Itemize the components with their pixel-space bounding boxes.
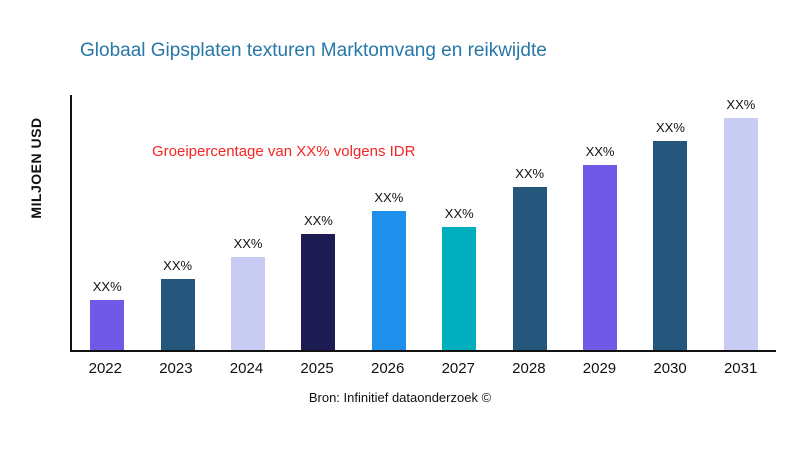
bar-value-label: XX% bbox=[444, 206, 474, 221]
bar-slot-2023: XX% bbox=[142, 95, 212, 350]
bar-slot-2022: XX% bbox=[72, 95, 142, 350]
x-tick-2029: 2029 bbox=[582, 360, 617, 377]
bar-slot-2025: XX% bbox=[283, 95, 353, 350]
bar-2024 bbox=[231, 257, 266, 350]
bar-2025 bbox=[301, 234, 336, 350]
bar-value-label: XX% bbox=[515, 166, 545, 181]
bar-2022 bbox=[90, 300, 125, 350]
bar-2027 bbox=[442, 227, 477, 350]
growth-annotation: Groeipercentage van XX% volgens IDR bbox=[152, 143, 416, 160]
bar-slot-2031: XX% bbox=[706, 95, 776, 350]
x-axis-ticks: 2022 2023 2024 2025 2026 2027 2028 2029 2030 2031 bbox=[70, 360, 776, 377]
bar-2031 bbox=[723, 118, 758, 350]
bar-value-label: XX% bbox=[163, 258, 193, 273]
bar-slot-2027: XX% bbox=[424, 95, 494, 350]
bar-2026 bbox=[371, 211, 406, 350]
bar-slot-2030: XX% bbox=[635, 95, 705, 350]
bar-series: XX% XX% XX% XX% XX% XX% XX% XX% XX% XX% bbox=[72, 95, 776, 350]
bar-2030 bbox=[653, 141, 688, 350]
bar-value-label: XX% bbox=[233, 236, 263, 251]
bar-slot-2029: XX% bbox=[565, 95, 635, 350]
x-tick-2024: 2024 bbox=[229, 360, 264, 377]
bar-slot-2026: XX% bbox=[354, 95, 424, 350]
bar-slot-2024: XX% bbox=[213, 95, 283, 350]
bar-value-label: XX% bbox=[92, 279, 122, 294]
x-tick-2023: 2023 bbox=[159, 360, 193, 377]
chart-title: Globaal Gipsplaten texturen Marktomvang … bbox=[80, 40, 547, 61]
x-tick-2026: 2026 bbox=[370, 360, 405, 377]
bar-value-label: XX% bbox=[726, 97, 756, 112]
bar-slot-2028: XX% bbox=[494, 95, 564, 350]
bar-2023 bbox=[160, 279, 195, 350]
bar-2028 bbox=[512, 187, 547, 350]
x-tick-2031: 2031 bbox=[723, 360, 758, 377]
x-tick-2028: 2028 bbox=[512, 360, 546, 377]
x-tick-2022: 2022 bbox=[88, 360, 122, 377]
plot-area: XX% XX% XX% XX% XX% XX% XX% XX% XX% XX% Groeiperc… bbox=[70, 95, 776, 352]
x-tick-2027: 2027 bbox=[441, 360, 475, 377]
y-axis-label: MILJOEN USD bbox=[28, 117, 44, 219]
bar-value-label: XX% bbox=[374, 190, 404, 205]
bar-value-label: XX% bbox=[303, 213, 333, 228]
bar-value-label: XX% bbox=[656, 120, 685, 135]
bar-2029 bbox=[583, 165, 618, 350]
bar-value-label: XX% bbox=[585, 144, 615, 159]
x-tick-2025: 2025 bbox=[300, 360, 334, 377]
source-caption: Bron: Infinitief dataonderzoek © bbox=[308, 390, 492, 405]
x-tick-2030: 2030 bbox=[653, 360, 687, 377]
